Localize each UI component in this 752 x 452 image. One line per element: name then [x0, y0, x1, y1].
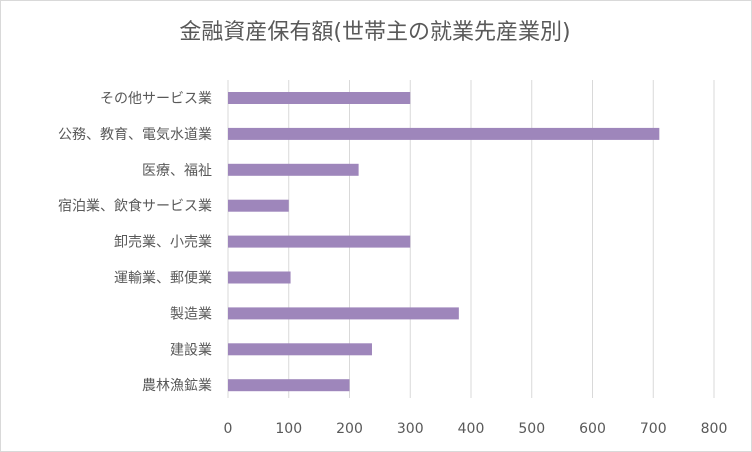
bar: [228, 307, 459, 320]
chart-title: 金融資産保有額(世帯主の就業先産業別): [179, 20, 571, 45]
bar: [228, 271, 291, 284]
bar: [228, 92, 411, 104]
bar: [228, 199, 289, 212]
x-tick-label: 600: [579, 421, 606, 437]
bar: [228, 163, 359, 176]
x-tick-labels: 0 100 200 300 400 500 600 700 800: [224, 421, 728, 437]
category-label: 農林漁鉱業: [142, 377, 212, 394]
x-tick-label: 300: [397, 421, 424, 437]
x-tick-label: 700: [640, 421, 667, 437]
category-label: 建設業: [170, 342, 212, 358]
x-tick-label: 800: [701, 421, 728, 437]
category-label: 宿泊業、飲食サービス業: [58, 198, 212, 215]
category-label: 運輸業、郵便業: [114, 271, 212, 287]
bar: [228, 343, 372, 356]
x-tick-label: 200: [336, 421, 363, 437]
category-label: 卸売業、小売業: [114, 235, 212, 251]
x-tick-label: 0: [224, 421, 233, 437]
category-label: 医療、福祉: [142, 162, 212, 179]
bar: [228, 235, 411, 248]
category-label: その他サービス業: [100, 91, 212, 107]
x-tick-label: 100: [275, 421, 302, 437]
bar: [228, 379, 350, 392]
category-label: 公務、教育、電気水道業: [58, 127, 212, 143]
category-labels: その他サービス業公務、教育、電気水道業医療、福祉宿泊業、飲食サービス業卸売業、小…: [58, 91, 212, 394]
bars: [228, 92, 660, 392]
x-tick-label: 400: [458, 421, 485, 437]
x-tick-label: 500: [518, 421, 545, 437]
bar: [228, 127, 660, 140]
category-label: 製造業: [170, 306, 212, 322]
